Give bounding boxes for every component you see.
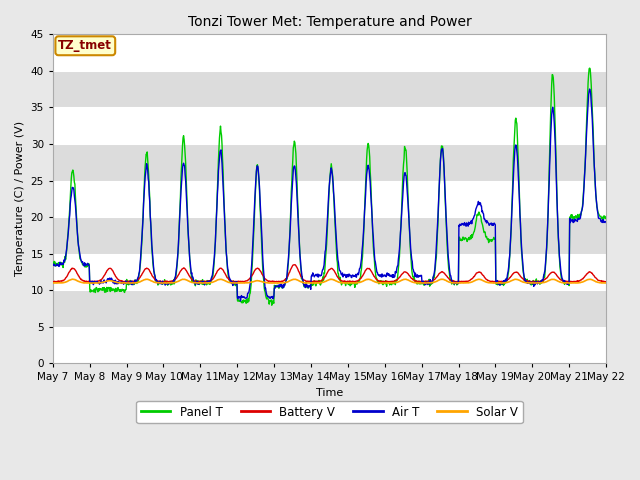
Title: Tonzi Tower Met: Temperature and Power: Tonzi Tower Met: Temperature and Power (188, 15, 471, 29)
Legend: Panel T, Battery V, Air T, Solar V: Panel T, Battery V, Air T, Solar V (136, 401, 523, 423)
X-axis label: Time: Time (316, 388, 343, 398)
Text: TZ_tmet: TZ_tmet (58, 39, 112, 52)
Bar (53, 144, 606, 180)
Y-axis label: Temperature (C) / Power (V): Temperature (C) / Power (V) (15, 121, 25, 276)
Bar (53, 71, 606, 108)
Bar (53, 290, 606, 327)
Bar (53, 217, 606, 254)
